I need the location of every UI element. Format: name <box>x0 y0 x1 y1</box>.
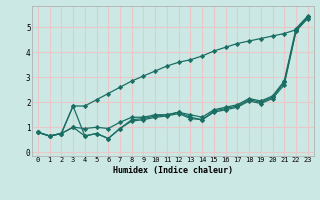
X-axis label: Humidex (Indice chaleur): Humidex (Indice chaleur) <box>113 166 233 175</box>
